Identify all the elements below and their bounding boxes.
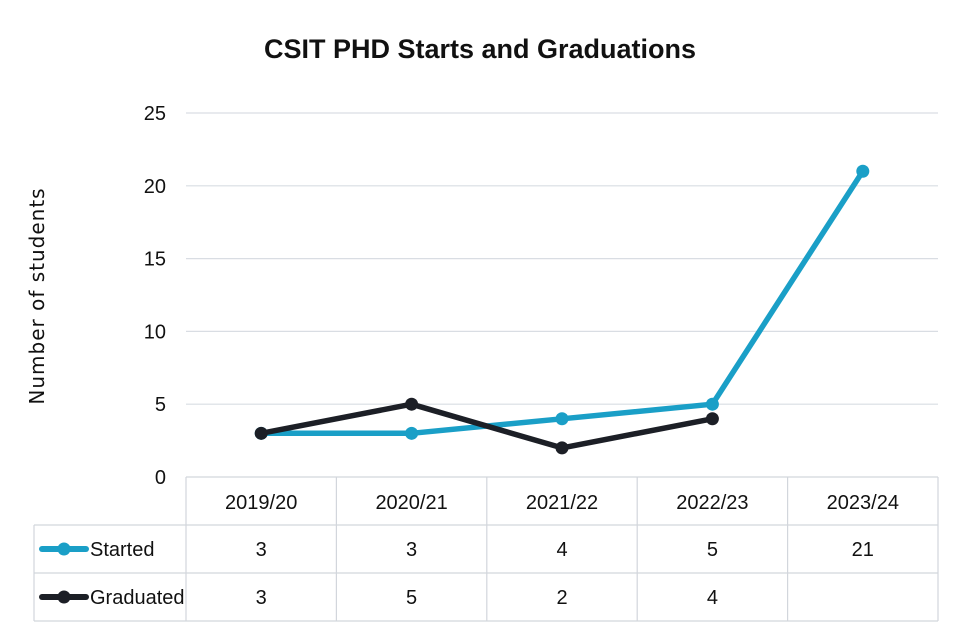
- table-cell-value: 21: [852, 539, 874, 561]
- data-point: [405, 426, 419, 440]
- data-point: [705, 397, 719, 411]
- x-category-label: 2021/22: [526, 492, 598, 514]
- table-cell-value: 3: [256, 587, 267, 609]
- y-axis-ticks: 0 5 10 15 20 25: [144, 103, 166, 489]
- x-category-label: 2019/20: [225, 492, 297, 514]
- table-cell-value: 4: [707, 587, 718, 609]
- data-point: [555, 441, 569, 455]
- gridlines: [186, 112, 938, 405]
- table-cell-value: 3: [406, 539, 417, 561]
- y-tick-label: 0: [155, 467, 166, 489]
- y-tick-label: 25: [144, 103, 166, 125]
- legend-label: Graduated: [90, 587, 185, 609]
- table-cell-value: 2: [556, 587, 567, 609]
- data-point: [254, 426, 268, 440]
- y-tick-label: 20: [144, 176, 166, 198]
- legend-key-marker: [57, 542, 71, 556]
- y-tick-label: 10: [144, 321, 166, 343]
- chart-title: CSIT PHD Starts and Graduations: [264, 34, 696, 64]
- x-category-label: 2023/24: [827, 492, 899, 514]
- data-point: [555, 412, 569, 426]
- data-point: [405, 397, 419, 411]
- y-tick-label: 5: [155, 394, 166, 416]
- data-table: 2019/20 2020/21 2021/22 2022/23 2023/24 Start…: [33, 476, 939, 622]
- series-line: [258, 401, 716, 451]
- x-category-label: 2022/23: [676, 492, 748, 514]
- table-cell-value: 5: [707, 539, 718, 561]
- table-cell-value: 3: [256, 539, 267, 561]
- legend-label: Started: [90, 539, 154, 561]
- y-tick-label: 15: [144, 249, 166, 271]
- series-line: [258, 168, 866, 437]
- x-category-label: 2020/21: [375, 492, 447, 514]
- table-cell-value: 4: [556, 539, 567, 561]
- legend-key-marker: [57, 590, 71, 604]
- table-cell-value: 5: [406, 587, 417, 609]
- data-point: [856, 164, 870, 178]
- y-axis-label: Number of students: [25, 187, 49, 404]
- data-point: [705, 412, 719, 426]
- series-lines: [254, 164, 870, 455]
